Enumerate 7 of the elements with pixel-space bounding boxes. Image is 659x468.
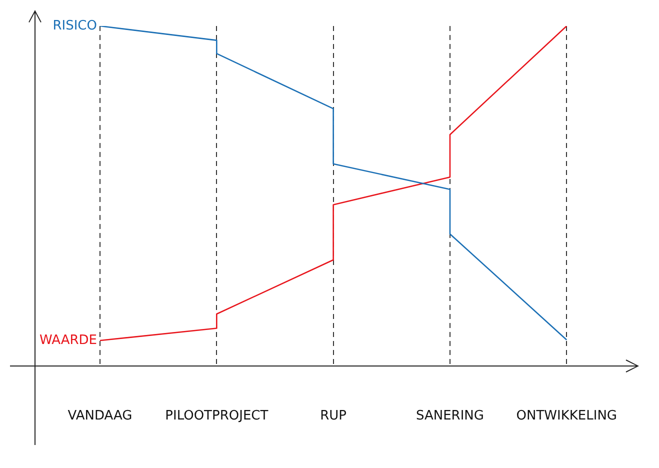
- x-tick-label: PILOOTPROJECT: [165, 408, 268, 424]
- x-tick-label: SANERING: [416, 408, 484, 424]
- x-tick-label: ONTWIKKELING: [516, 408, 618, 424]
- series-label: WAARDE: [39, 332, 97, 348]
- series-label: RISICO: [52, 18, 97, 34]
- x-tick-label: VANDAAG: [68, 408, 132, 424]
- x-tick-label: RUP: [320, 408, 347, 424]
